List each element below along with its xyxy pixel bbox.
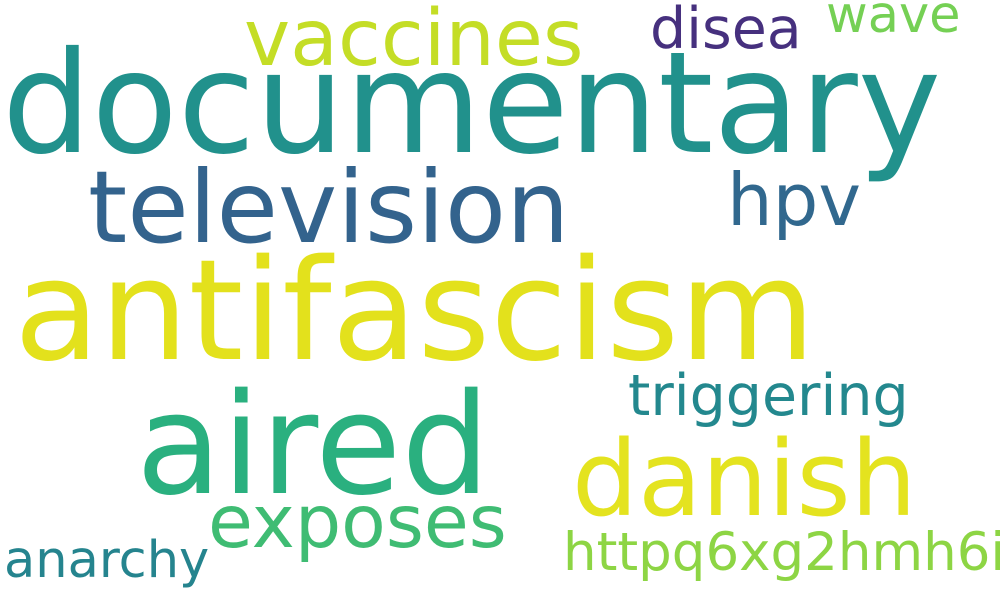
word-triggering: triggering (628, 363, 909, 429)
word-hpv: hpv (727, 158, 861, 242)
word-httpq6xg2hmh6i: httpq6xg2hmh6i (563, 522, 1000, 583)
word-disea: disea (650, 0, 802, 62)
word-danish: danish (572, 418, 917, 540)
word-wave: wave (826, 0, 961, 45)
word-television: television (88, 149, 570, 266)
word-anarchy: anarchy (4, 531, 210, 590)
word-antifascism: antifascism (14, 230, 816, 393)
word-aired: aired (136, 364, 491, 527)
word-vaccines: vaccines (244, 0, 584, 84)
word-documentary: documentary (2, 22, 942, 186)
word-exposes: exposes (208, 480, 507, 565)
